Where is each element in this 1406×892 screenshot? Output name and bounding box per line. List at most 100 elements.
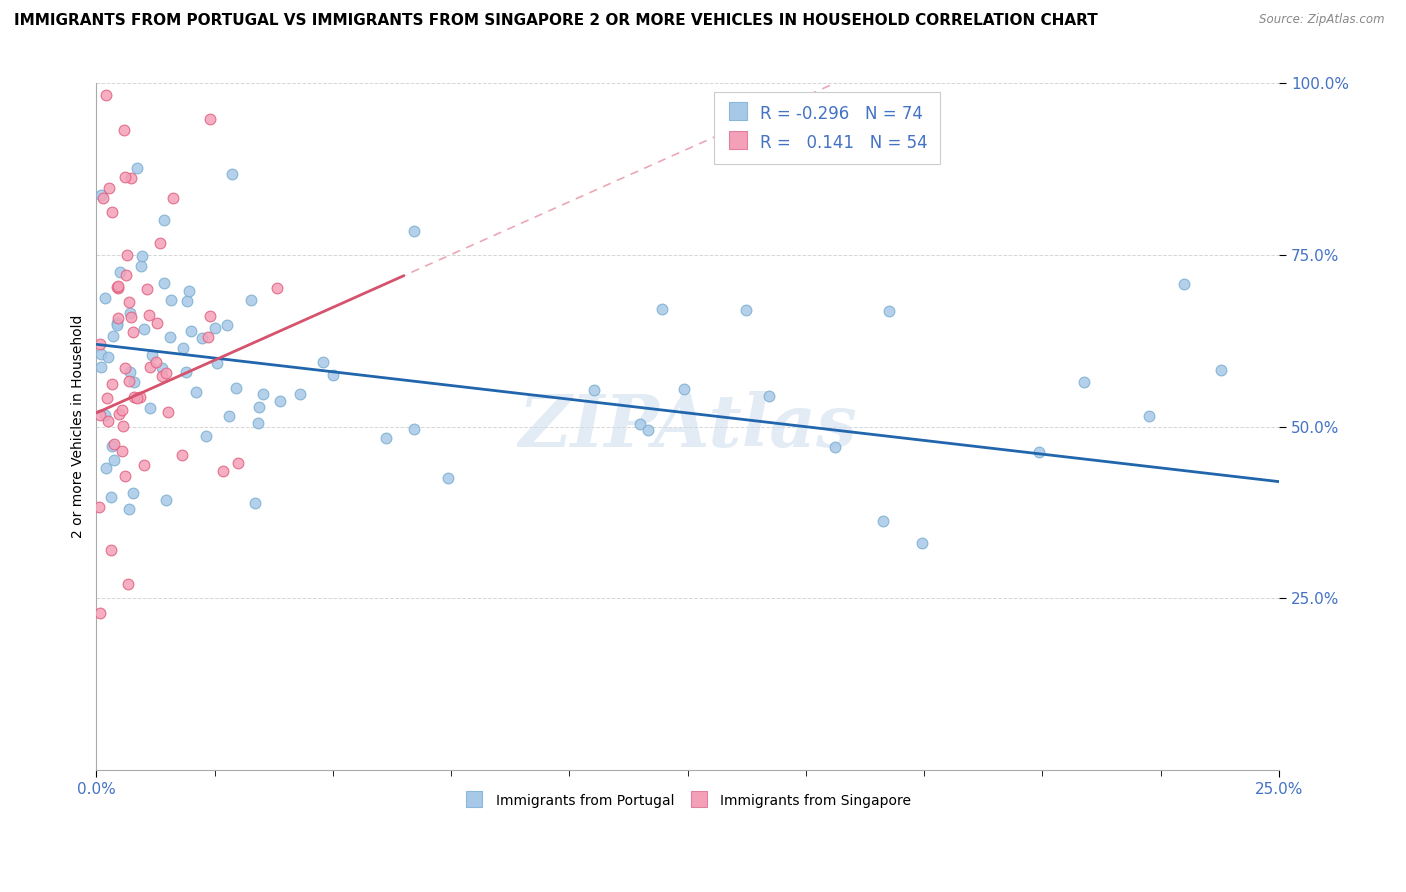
Point [1137, 409, 1160, 423]
Point [120, 170, 142, 185]
Point [89, 409, 111, 423]
Point [132, 458, 155, 472]
Point [758, 389, 780, 403]
Point [105, 280, 128, 294]
Point [121, 485, 143, 500]
Point [651, 301, 673, 316]
Point [160, 293, 183, 307]
Point [122, 325, 145, 339]
Point [115, 268, 138, 282]
Point [111, 418, 134, 433]
Point [221, 167, 243, 181]
Point [94, 408, 117, 422]
Point [150, 361, 173, 376]
Point [204, 321, 226, 335]
Point [110, 444, 132, 458]
Point [197, 330, 219, 344]
Point [107, 281, 129, 295]
Point [1211, 363, 1233, 377]
Point [105, 318, 128, 332]
Point [174, 365, 197, 379]
Point [138, 308, 160, 322]
Point [97, 414, 120, 428]
Point [266, 280, 288, 294]
Point [115, 248, 138, 262]
Point [911, 536, 934, 550]
Point [108, 408, 131, 422]
Point [94, 292, 117, 306]
Point [172, 448, 194, 462]
Point [437, 471, 460, 485]
Y-axis label: 2 or more Vehicles in Household: 2 or more Vehicles in Household [72, 315, 86, 539]
Point [288, 387, 311, 401]
Point [180, 324, 202, 338]
Point [735, 303, 758, 318]
Point [637, 423, 659, 437]
Point [153, 276, 176, 290]
Point [243, 496, 266, 510]
Point [97, 350, 120, 364]
Point [198, 309, 221, 323]
Point [128, 390, 150, 404]
Point [149, 236, 172, 251]
Point [89, 336, 111, 351]
Legend: Immigrants from Portugal, Immigrants from Singapore: Immigrants from Portugal, Immigrants fro… [458, 787, 917, 814]
Point [191, 331, 214, 345]
Point [94, 460, 117, 475]
Point [131, 249, 153, 263]
Point [404, 224, 426, 238]
Point [101, 439, 124, 453]
Point [583, 383, 606, 397]
Point [141, 348, 163, 362]
Point [120, 310, 142, 325]
Point [312, 355, 335, 369]
Point [122, 390, 145, 404]
Point [107, 278, 129, 293]
Point [247, 416, 270, 430]
Point [100, 204, 122, 219]
Point [103, 437, 125, 451]
Point [269, 394, 291, 409]
Point [877, 304, 900, 318]
Point [252, 387, 274, 401]
Point [103, 453, 125, 467]
Point [110, 265, 132, 279]
Point [118, 502, 141, 516]
Point [139, 359, 162, 374]
Point [179, 284, 201, 298]
Point [90, 188, 112, 202]
Point [111, 402, 134, 417]
Point [824, 441, 846, 455]
Text: IMMIGRANTS FROM PORTUGAL VS IMMIGRANTS FROM SINGAPORE 2 OR MORE VEHICLES IN HOUS: IMMIGRANTS FROM PORTUGAL VS IMMIGRANTS F… [14, 13, 1098, 29]
Point [176, 294, 198, 309]
Point [118, 374, 141, 388]
Point [101, 376, 124, 391]
Point [90, 360, 112, 375]
Point [212, 464, 235, 478]
Point [114, 469, 136, 483]
Point [114, 360, 136, 375]
Point [132, 322, 155, 336]
Point [150, 369, 173, 384]
Point [155, 366, 177, 380]
Point [156, 405, 179, 419]
Point [103, 328, 125, 343]
Point [105, 316, 128, 330]
Point [136, 282, 159, 296]
Point [112, 123, 135, 137]
Text: ZIPAtlas: ZIPAtlas [519, 392, 858, 462]
Point [159, 329, 181, 343]
Point [322, 368, 344, 383]
Text: Source: ZipAtlas.com: Source: ZipAtlas.com [1260, 13, 1385, 27]
Point [240, 293, 263, 307]
Point [139, 401, 162, 415]
Point [215, 318, 238, 332]
Point [125, 391, 148, 405]
Point [97, 181, 120, 195]
Point [129, 259, 152, 273]
Point [1073, 375, 1095, 389]
Point [194, 429, 217, 443]
Point [87, 500, 110, 515]
Point [1173, 277, 1195, 292]
Point [127, 161, 149, 175]
